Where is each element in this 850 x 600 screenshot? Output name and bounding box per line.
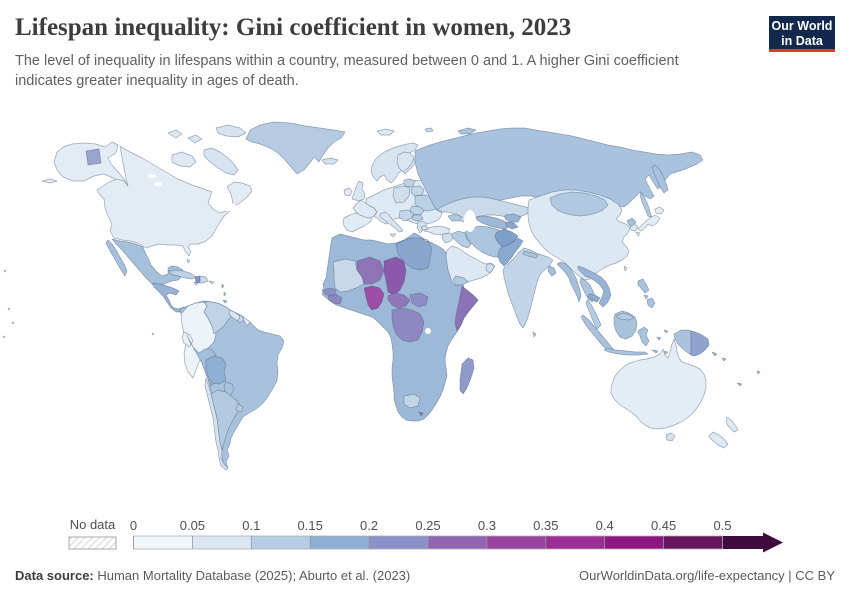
svg-text:0.4: 0.4 [596,518,614,533]
svg-text:0.5: 0.5 [713,518,731,533]
svg-text:0.2: 0.2 [360,518,378,533]
svg-text:0.05: 0.05 [180,518,205,533]
svg-text:0: 0 [130,518,137,533]
svg-text:0.15: 0.15 [298,518,323,533]
svg-text:0.25: 0.25 [415,518,440,533]
svg-text:0.45: 0.45 [651,518,676,533]
svg-text:0.35: 0.35 [533,518,558,533]
svg-text:0.3: 0.3 [478,518,496,533]
svg-text:0.1: 0.1 [242,518,260,533]
